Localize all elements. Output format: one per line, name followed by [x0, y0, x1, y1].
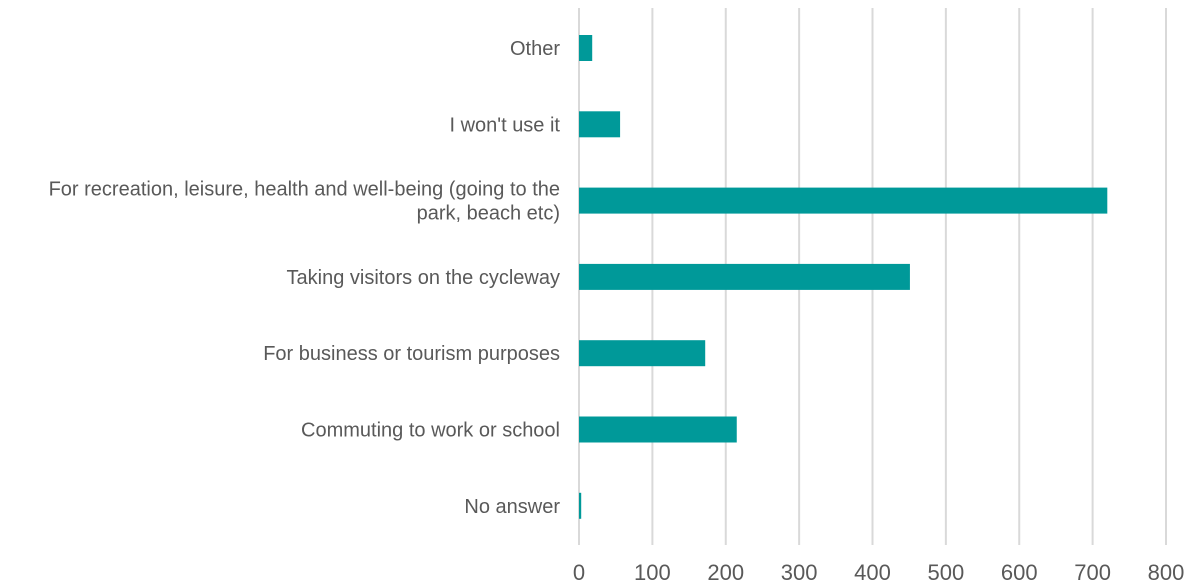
x-tick-label-300: 300	[781, 560, 818, 585]
bar-4	[579, 340, 706, 367]
category-label-3: Taking visitors on the cycleway	[287, 267, 560, 289]
category-labels: Other I won't use it For recreation, leisu…	[49, 38, 561, 518]
x-tick-label-500: 500	[928, 560, 965, 585]
x-tick-label-400: 400	[854, 560, 891, 585]
category-label-0: Other	[510, 38, 560, 60]
bar-1	[579, 111, 621, 138]
category-label-1: I won't use it	[449, 114, 560, 136]
category-label-line: For business or tourism purposes	[263, 343, 560, 365]
category-label-line: park, beach etc)	[417, 203, 560, 225]
category-label-line: Other	[510, 38, 560, 60]
category-label-6: No answer	[464, 496, 560, 518]
x-axis-tick-labels: 0 100 200 300 400 500 600 700 800	[573, 560, 1184, 585]
category-label-4: For business or tourism purposes	[263, 343, 560, 365]
bar-2	[579, 187, 1108, 214]
x-tick-label-600: 600	[1001, 560, 1038, 585]
x-tick-label-0: 0	[573, 560, 585, 585]
x-tick-label-200: 200	[707, 560, 744, 585]
x-tick-label-800: 800	[1148, 560, 1185, 585]
category-label-line: For recreation, leisure, health and well…	[49, 179, 560, 201]
bar-3	[579, 263, 910, 290]
bar-layer	[579, 35, 1108, 519]
x-tick-label-100: 100	[634, 560, 671, 585]
category-label-line: Taking visitors on the cycleway	[287, 267, 560, 289]
category-label-line: I won't use it	[449, 114, 560, 136]
category-label-5: Commuting to work or school	[301, 420, 560, 442]
category-label-line: No answer	[464, 496, 560, 518]
bar-6	[579, 492, 582, 519]
bar-0	[579, 35, 593, 61]
category-label-line: Commuting to work or school	[301, 420, 560, 442]
category-label-2: For recreation, leisure, health and well…	[49, 179, 560, 225]
x-tick-label-700: 700	[1074, 560, 1111, 585]
bar-5	[579, 416, 737, 443]
